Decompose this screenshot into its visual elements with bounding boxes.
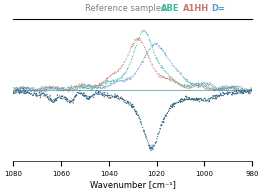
- Text: D=: D=: [211, 4, 225, 14]
- Text: A1HH: A1HH: [183, 4, 209, 14]
- X-axis label: Wavenumber [cm⁻¹]: Wavenumber [cm⁻¹]: [90, 180, 176, 189]
- Text: Reference samples: Reference samples: [85, 4, 165, 14]
- Text: ABE: ABE: [161, 4, 180, 14]
